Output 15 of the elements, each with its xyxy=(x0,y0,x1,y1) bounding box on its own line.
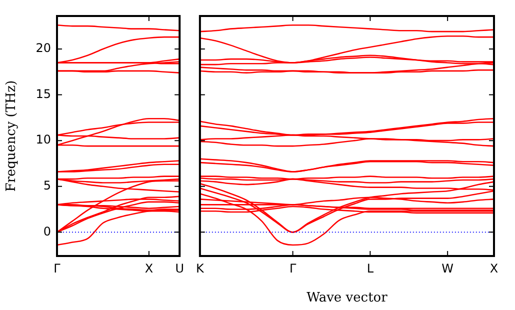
x-tick-label: Γ xyxy=(289,261,296,276)
y-tick-label: 0 xyxy=(43,224,51,238)
y-tick-label: 10 xyxy=(36,132,51,147)
x-tick-label: U xyxy=(175,261,184,276)
x-tick-label: X xyxy=(490,261,498,276)
y-tick-label: 5 xyxy=(43,178,51,193)
x-tick-label: L xyxy=(366,261,374,276)
y-tick-label: 20 xyxy=(36,41,51,56)
x-tick-label: X xyxy=(144,261,154,276)
x-tick-label: Γ xyxy=(54,261,61,276)
x-tick-label: K xyxy=(196,261,205,276)
y-tick-label: 15 xyxy=(36,86,51,101)
x-axis-title: Wave vector xyxy=(306,290,388,306)
y-axis-title: Frequency (THz) xyxy=(4,80,20,192)
x-tick-label: W xyxy=(442,261,454,276)
